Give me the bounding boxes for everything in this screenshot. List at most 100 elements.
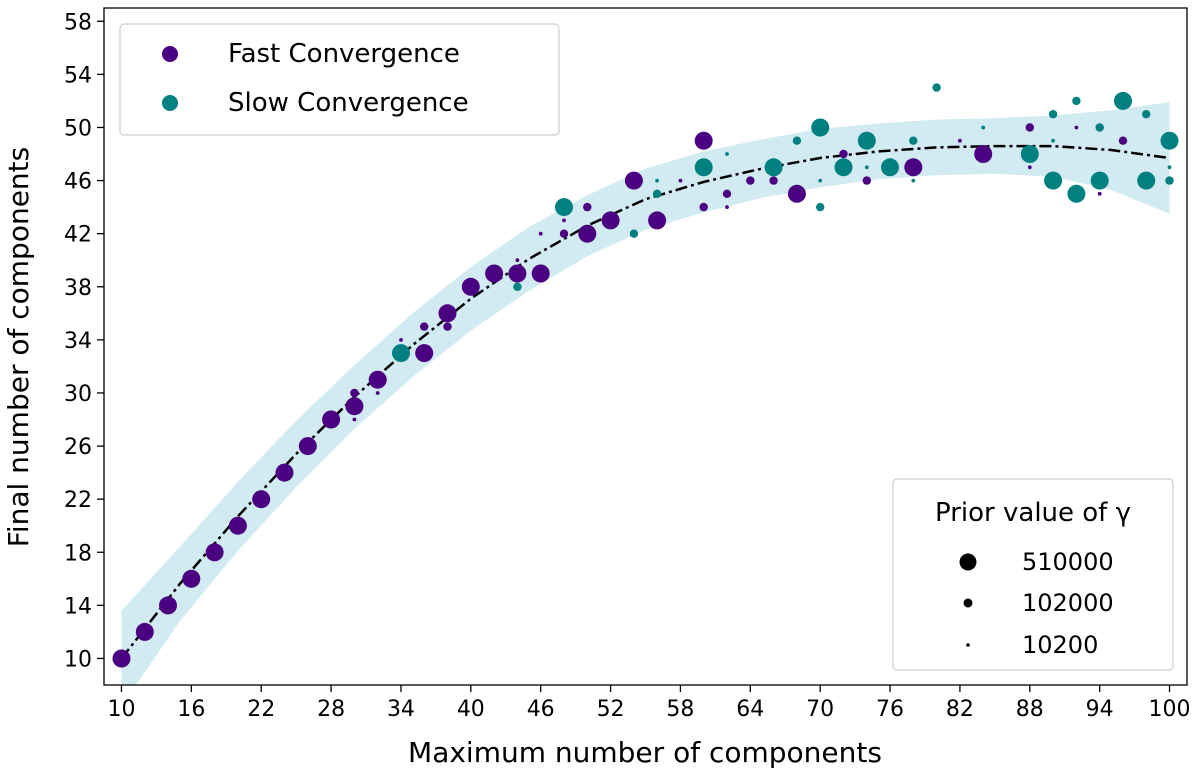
data-point — [769, 176, 778, 185]
legend-label-fast: Fast Convergence — [228, 39, 460, 69]
data-point — [857, 131, 876, 150]
data-point — [864, 165, 869, 170]
data-point — [298, 437, 317, 456]
data-point — [811, 118, 830, 137]
data-point — [228, 516, 247, 535]
size-legend-box — [892, 478, 1174, 671]
x-tick-label: 100 — [1149, 697, 1191, 722]
data-point — [764, 158, 783, 177]
x-tick-label: 10 — [107, 697, 135, 722]
data-point — [1160, 131, 1179, 150]
plot-frame — [103, 7, 1188, 686]
data-points-layer — [112, 83, 1179, 668]
data-point — [1095, 123, 1104, 132]
data-point — [862, 176, 871, 185]
data-point — [420, 322, 429, 331]
data-point — [725, 205, 729, 210]
data-point — [722, 189, 732, 198]
data-point — [699, 202, 708, 212]
data-point — [1165, 176, 1174, 185]
data-point — [839, 149, 848, 159]
data-point — [159, 596, 177, 615]
data-point — [112, 649, 131, 668]
data-point — [792, 136, 802, 145]
y-tick-label: 26 — [64, 435, 92, 460]
x-tick-label: 88 — [1016, 697, 1044, 722]
y-tick-label: 34 — [64, 329, 92, 354]
data-point — [531, 264, 550, 283]
data-point — [725, 152, 729, 156]
data-point — [678, 178, 683, 183]
x-tick-label: 16 — [177, 697, 205, 722]
data-point — [1048, 110, 1058, 119]
x-tick-label: 40 — [457, 697, 485, 722]
size-legend-label-small: 10200 — [1022, 631, 1098, 659]
data-point — [652, 189, 662, 198]
data-point — [981, 125, 986, 130]
size-legend-title: Prior value of γ — [935, 498, 1131, 528]
data-point — [932, 83, 941, 92]
data-point — [578, 224, 597, 243]
data-point — [352, 417, 357, 422]
data-point — [135, 622, 154, 641]
data-point — [816, 202, 825, 212]
y-tick-label: 54 — [64, 63, 92, 88]
y-tick-label: 58 — [64, 10, 92, 35]
x-axis-ticks: 10 16 22 28 34 40 46 52 58 64 70 76 82 88 94 100 — [107, 685, 1191, 722]
y-tick-label: 38 — [64, 276, 92, 301]
data-point — [881, 158, 899, 177]
data-point — [958, 138, 962, 143]
x-tick-label: 46 — [527, 697, 555, 722]
y-tick-label: 30 — [64, 382, 92, 407]
x-tick-label: 64 — [736, 697, 764, 722]
data-point — [345, 397, 364, 416]
data-point — [583, 202, 592, 212]
legend-label-slow: Slow Convergence — [228, 88, 469, 118]
size-legend-marker-medium — [963, 598, 973, 608]
data-point — [515, 258, 520, 263]
confidence-band — [121, 102, 1170, 685]
y-axis-ticks: 10 14 18 22 26 30 34 38 42 46 50 54 58 — [64, 10, 104, 672]
data-point — [538, 231, 543, 236]
data-point — [443, 322, 452, 331]
data-point — [1142, 110, 1151, 119]
data-point — [1090, 171, 1109, 190]
legend-marker-fast — [162, 46, 178, 62]
series-legend: Fast Convergence Slow Convergence — [119, 23, 560, 136]
data-point — [1020, 145, 1039, 163]
data-point — [182, 569, 201, 588]
data-point — [1097, 191, 1102, 196]
data-point — [1137, 171, 1156, 190]
x-tick-label: 58 — [666, 697, 694, 722]
series-legend-box — [119, 23, 560, 136]
data-point — [485, 264, 504, 283]
data-point — [974, 145, 993, 163]
data-point — [555, 198, 573, 217]
x-tick-label: 94 — [1086, 697, 1114, 722]
data-point — [252, 490, 271, 509]
data-point — [1072, 96, 1081, 106]
data-point — [1114, 91, 1132, 110]
fit-curve — [120, 144, 1170, 660]
data-point — [787, 184, 806, 203]
size-legend-marker-small — [966, 643, 970, 647]
x-axis-label: Maximum number of components — [408, 736, 882, 769]
x-tick-label: 52 — [597, 697, 625, 722]
y-tick-label: 10 — [64, 647, 92, 672]
x-tick-label: 76 — [876, 697, 904, 722]
fit-curve-layer — [120, 144, 1170, 660]
y-tick-label: 42 — [64, 223, 92, 248]
x-tick-label: 82 — [946, 697, 974, 722]
x-tick-label: 70 — [806, 697, 834, 722]
confidence-band-layer — [121, 102, 1170, 685]
data-point — [694, 158, 713, 177]
data-point — [648, 211, 667, 230]
data-point — [1167, 165, 1172, 170]
data-point — [205, 543, 224, 562]
y-tick-label: 14 — [64, 594, 92, 619]
y-tick-label: 50 — [64, 116, 92, 141]
data-point — [911, 178, 916, 183]
data-point — [746, 176, 755, 185]
data-point — [513, 282, 522, 291]
